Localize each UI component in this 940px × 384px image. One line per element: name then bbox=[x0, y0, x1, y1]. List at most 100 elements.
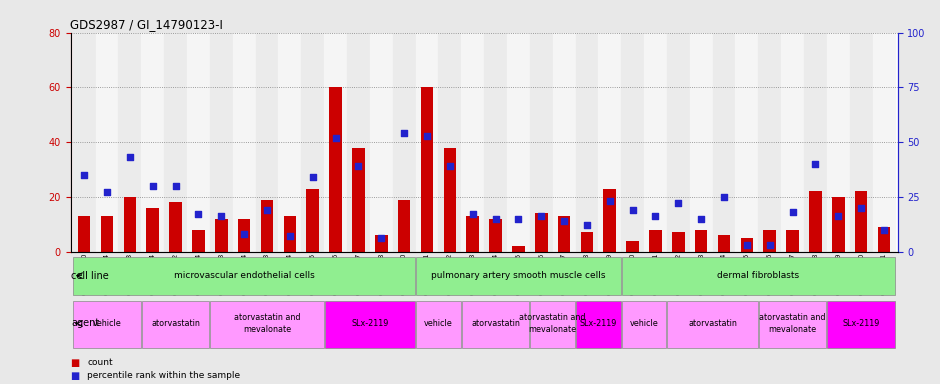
Point bbox=[694, 216, 709, 222]
Bar bbox=[557, 216, 571, 252]
Point bbox=[785, 209, 800, 215]
Bar bbox=[124, 197, 136, 252]
Bar bbox=[735, 33, 759, 252]
Point bbox=[854, 205, 869, 211]
Point bbox=[579, 222, 594, 228]
Bar bbox=[621, 301, 666, 348]
Point bbox=[648, 214, 663, 220]
Bar bbox=[215, 219, 227, 252]
Bar bbox=[302, 33, 324, 252]
Bar bbox=[581, 232, 593, 252]
Point bbox=[100, 189, 115, 195]
Text: atorvastatin and
mevalonate: atorvastatin and mevalonate bbox=[760, 313, 826, 334]
Bar bbox=[118, 33, 141, 252]
Bar bbox=[667, 301, 758, 348]
Point bbox=[876, 227, 891, 233]
Bar bbox=[233, 33, 256, 252]
Bar bbox=[142, 301, 210, 348]
Bar bbox=[666, 33, 690, 252]
Bar bbox=[415, 33, 438, 252]
Point bbox=[213, 214, 228, 220]
Bar bbox=[141, 33, 164, 252]
Bar bbox=[809, 191, 822, 252]
Bar bbox=[621, 257, 895, 296]
Text: count: count bbox=[87, 358, 113, 367]
Bar bbox=[73, 301, 141, 348]
Bar bbox=[763, 230, 776, 252]
Point bbox=[168, 183, 183, 189]
Point bbox=[77, 172, 92, 178]
Bar bbox=[164, 33, 187, 252]
Bar bbox=[690, 33, 713, 252]
Bar bbox=[187, 33, 210, 252]
Text: SLx-2119: SLx-2119 bbox=[580, 319, 617, 328]
Bar bbox=[644, 33, 666, 252]
Bar bbox=[192, 230, 205, 252]
Text: vehicle: vehicle bbox=[630, 319, 658, 328]
Bar bbox=[147, 208, 159, 252]
Bar bbox=[718, 235, 730, 252]
Point bbox=[465, 211, 480, 217]
Text: cell line: cell line bbox=[70, 271, 109, 281]
Bar bbox=[466, 216, 479, 252]
Bar bbox=[260, 200, 274, 252]
Point bbox=[603, 198, 618, 204]
Bar bbox=[398, 200, 411, 252]
Point bbox=[625, 207, 640, 213]
Point bbox=[146, 183, 161, 189]
Bar bbox=[872, 33, 896, 252]
Text: SLx-2119: SLx-2119 bbox=[352, 319, 388, 328]
Bar bbox=[256, 33, 278, 252]
Bar bbox=[393, 33, 415, 252]
Bar bbox=[421, 88, 433, 252]
Bar bbox=[462, 33, 484, 252]
Bar bbox=[238, 219, 250, 252]
Bar bbox=[369, 33, 393, 252]
Text: dermal fibroblasts: dermal fibroblasts bbox=[717, 271, 799, 280]
Point bbox=[259, 207, 274, 213]
Bar bbox=[854, 191, 868, 252]
Bar bbox=[530, 33, 553, 252]
Bar bbox=[438, 33, 462, 252]
Text: microvascular endothelial cells: microvascular endothelial cells bbox=[174, 271, 315, 280]
Point bbox=[716, 194, 731, 200]
Point bbox=[488, 216, 503, 222]
Point bbox=[397, 130, 412, 136]
Bar bbox=[850, 33, 872, 252]
Point bbox=[306, 174, 321, 180]
Text: atorvastatin and
mevalonate: atorvastatin and mevalonate bbox=[234, 313, 300, 334]
Point bbox=[556, 218, 572, 224]
Bar bbox=[832, 197, 844, 252]
Bar bbox=[211, 301, 323, 348]
Bar bbox=[512, 246, 525, 252]
Bar bbox=[650, 230, 662, 252]
Text: atorvastatin: atorvastatin bbox=[688, 319, 737, 328]
Bar bbox=[781, 33, 804, 252]
Bar bbox=[553, 33, 575, 252]
Text: agent: agent bbox=[70, 318, 100, 328]
Bar bbox=[278, 33, 302, 252]
Bar bbox=[347, 33, 369, 252]
Text: pulmonary artery smooth muscle cells: pulmonary artery smooth muscle cells bbox=[431, 271, 605, 280]
Bar bbox=[878, 227, 890, 252]
Bar bbox=[804, 33, 827, 252]
Bar bbox=[827, 33, 850, 252]
Text: SLx-2119: SLx-2119 bbox=[842, 319, 880, 328]
Bar bbox=[827, 301, 895, 348]
Point bbox=[328, 135, 343, 141]
Text: GDS2987 / GI_14790123-I: GDS2987 / GI_14790123-I bbox=[70, 18, 224, 31]
Text: ■: ■ bbox=[70, 371, 80, 381]
Point bbox=[374, 235, 389, 242]
Bar bbox=[324, 33, 347, 252]
Point bbox=[740, 242, 755, 248]
Bar bbox=[713, 33, 735, 252]
Bar bbox=[621, 33, 644, 252]
Bar bbox=[324, 301, 415, 348]
Bar bbox=[78, 216, 90, 252]
Bar bbox=[626, 240, 639, 252]
Bar bbox=[672, 232, 684, 252]
Point bbox=[237, 231, 252, 237]
Bar bbox=[101, 216, 114, 252]
Bar bbox=[416, 257, 620, 296]
Text: atorvastatin: atorvastatin bbox=[471, 319, 520, 328]
